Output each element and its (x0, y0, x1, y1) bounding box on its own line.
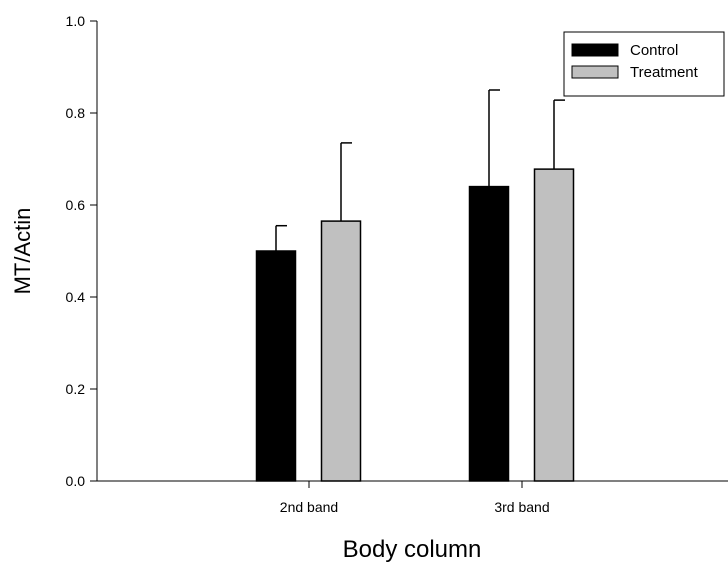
bar-control-0 (255, 250, 297, 482)
bars-layer (255, 168, 575, 482)
x-axis-label: Body column (343, 536, 482, 563)
bar-treatment-1 (533, 168, 575, 482)
bar-treatment-0 (320, 220, 362, 482)
axes: 0.0 0.2 0.4 0.6 0.8 1.0 2nd band 3rd band (66, 13, 728, 515)
y-tick-label: 1.0 (66, 13, 86, 29)
y-tick-label: 0.0 (66, 473, 86, 489)
x-tick-label: 3rd band (494, 499, 549, 515)
legend-swatch-control (571, 43, 619, 57)
legend-frame (563, 31, 725, 97)
x-ticks: 2nd band 3rd band (280, 481, 550, 515)
y-tick-label: 0.2 (66, 381, 86, 397)
bar-control-1 (468, 185, 510, 482)
y-tick-label: 0.4 (66, 289, 86, 305)
legend: Control Treatment (563, 31, 725, 97)
legend-label-treatment: Treatment (630, 64, 699, 81)
y-axis-label: MT/Actin (10, 208, 35, 295)
y-ticks: 0.0 0.2 0.4 0.6 0.8 1.0 (66, 13, 97, 489)
y-tick-label: 0.8 (66, 105, 86, 121)
x-tick-label: 2nd band (280, 499, 338, 515)
error-bars-layer (275, 89, 565, 251)
y-tick-label: 0.6 (66, 197, 86, 213)
legend-label-control: Control (630, 42, 678, 59)
legend-swatch-treatment (571, 65, 619, 79)
